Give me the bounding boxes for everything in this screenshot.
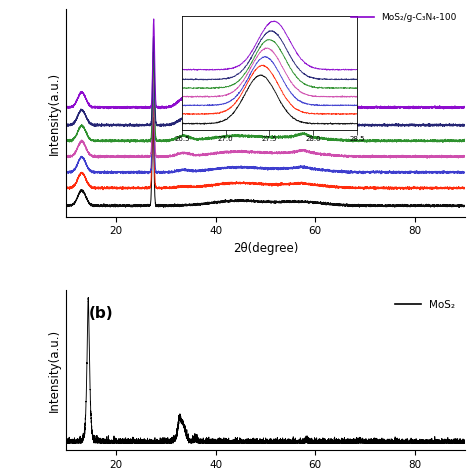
Legend: MoS₂/g-C₃N₄-100: MoS₂/g-C₃N₄-100 — [347, 10, 460, 26]
X-axis label: 2θ(degree): 2θ(degree) — [233, 242, 298, 255]
Text: (b): (b) — [88, 306, 113, 321]
Y-axis label: Intensity(a.u.): Intensity(a.u.) — [48, 72, 61, 155]
Legend: MoS₂: MoS₂ — [391, 295, 459, 314]
Y-axis label: Intensity(a.u.): Intensity(a.u.) — [48, 328, 61, 412]
